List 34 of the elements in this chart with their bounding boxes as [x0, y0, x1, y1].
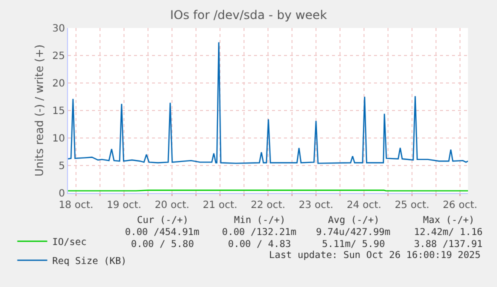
legend-label: Req Size (KB): [52, 256, 127, 267]
text: 3.88 /137.91: [414, 239, 483, 250]
text: Cur (-/+): [137, 215, 188, 226]
chart-title: IOs for /dev/sda - by week: [170, 8, 327, 22]
text: 5.11m/ 5.90: [322, 239, 386, 250]
text: Min (-/+): [234, 215, 286, 226]
y-tick-label: 30: [52, 24, 65, 34]
y-tick-label: 15: [52, 106, 65, 117]
x-tick-label: 19 oct.: [106, 200, 142, 211]
y-tick-label: 0: [58, 188, 65, 200]
legend-label: IO/sec: [52, 236, 87, 248]
y-tick-label: 10: [52, 134, 65, 144]
y-tick-label: 25: [52, 51, 65, 62]
x-tick-label: 22 oct.: [250, 200, 286, 211]
y-tick-label: 20: [52, 78, 65, 90]
text: 0.00 / 4.83: [228, 239, 291, 250]
text: Max (-/+): [423, 215, 474, 226]
x-tick-label: 24 oct.: [346, 200, 382, 211]
y-tick-label: 5: [58, 161, 65, 172]
text: 0.00 / 5.80: [131, 239, 194, 250]
x-tick-label: 20 oct.: [154, 200, 190, 211]
line-series: [68, 42, 468, 164]
text: 0.00 /454.91m: [125, 227, 200, 238]
x-tick-label: 25 oct.: [394, 200, 430, 211]
text: Avg (-/+): [328, 215, 380, 226]
x-tick-label: 26 oct.: [442, 200, 478, 211]
text: 9.74u/427.99m: [316, 227, 391, 238]
x-tick-label: 18 oct.: [58, 200, 94, 211]
x-tick-label: 21 oct.: [202, 200, 238, 211]
y-axis-title: Units read (-) / write (+): [32, 44, 46, 177]
text: 0.00 /132.21m: [222, 227, 297, 238]
text: 12.42m/ 1.16: [414, 227, 483, 238]
text: Last update: Sun Oct 26 16:00:19 2025: [269, 250, 481, 261]
x-tick-label: 23 oct.: [298, 200, 334, 211]
